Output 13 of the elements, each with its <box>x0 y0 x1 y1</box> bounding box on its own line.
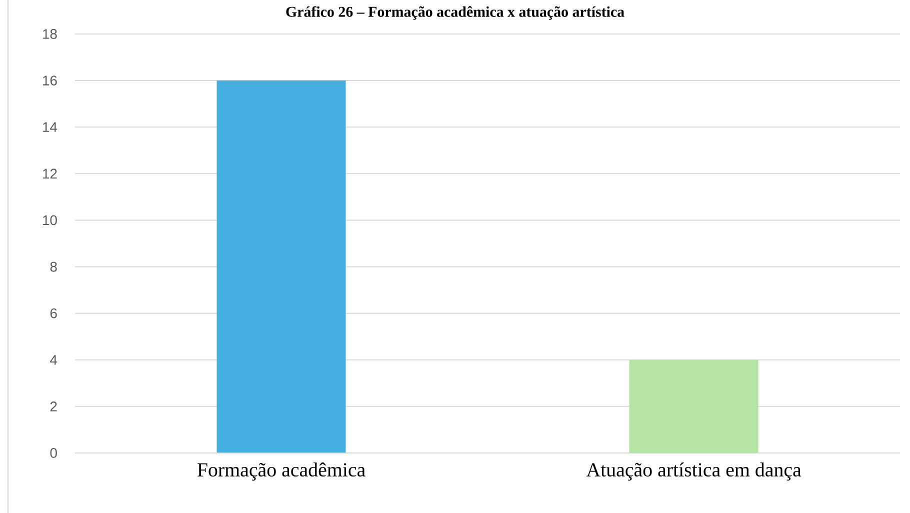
y-tick-label: 4 <box>50 355 58 365</box>
y-tick-label: 10 <box>43 215 57 226</box>
x-tick-label: Atuação artística em dança <box>586 462 802 481</box>
y-tick-label: 0 <box>50 448 57 458</box>
y-tick-label: 12 <box>43 168 57 179</box>
y-tick-label: 2 <box>50 402 57 412</box>
y-tick-label: 8 <box>50 262 57 272</box>
chart-title: Gráfico 26 – Formação acadêmica x atuação artística <box>286 6 624 20</box>
y-tick-label: 6 <box>50 308 57 318</box>
y-tick-label: 16 <box>43 76 57 86</box>
y-tick-label: 14 <box>43 122 58 132</box>
x-tick-label: Formação acadêmica <box>197 462 366 481</box>
y-tick-label: 18 <box>43 29 57 39</box>
